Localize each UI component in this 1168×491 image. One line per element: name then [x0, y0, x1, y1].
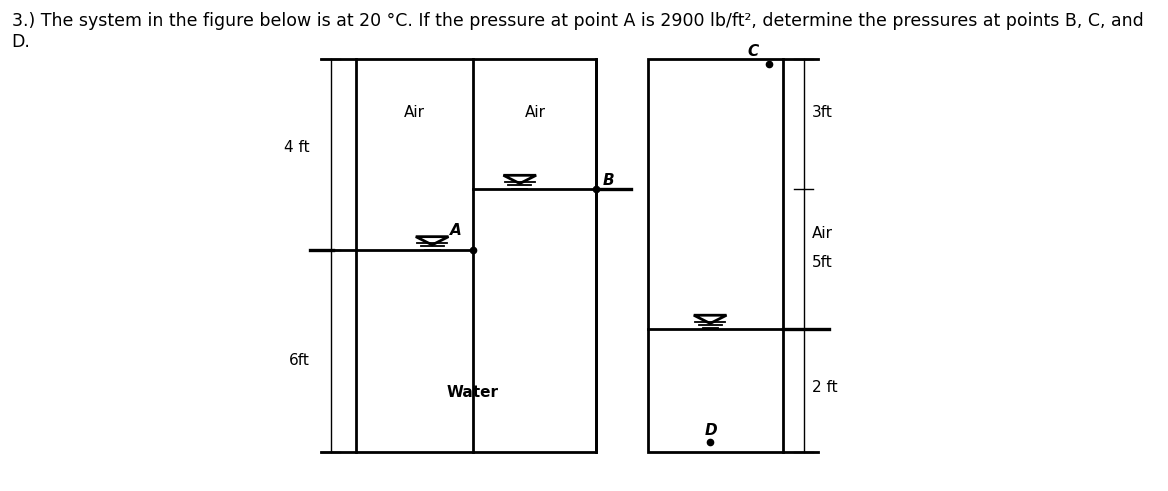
Text: 4 ft: 4 ft [284, 140, 310, 155]
Polygon shape [694, 315, 726, 324]
Text: 6ft: 6ft [288, 354, 310, 368]
Text: Air: Air [524, 106, 545, 120]
Text: C: C [748, 45, 759, 59]
Text: 5ft: 5ft [812, 255, 833, 270]
Polygon shape [503, 175, 536, 184]
Text: A: A [450, 223, 461, 238]
Text: 3ft: 3ft [812, 106, 833, 120]
Text: 3.) The system in the figure below is at 20 °C. If the pressure at point A is 29: 3.) The system in the figure below is at… [12, 12, 1143, 51]
Text: D: D [704, 423, 717, 437]
Text: B: B [603, 173, 614, 188]
Text: 2 ft: 2 ft [812, 381, 837, 395]
Text: Air: Air [812, 226, 833, 241]
Text: Air: Air [404, 106, 425, 120]
Text: Water: Water [447, 385, 499, 400]
Polygon shape [416, 237, 449, 245]
